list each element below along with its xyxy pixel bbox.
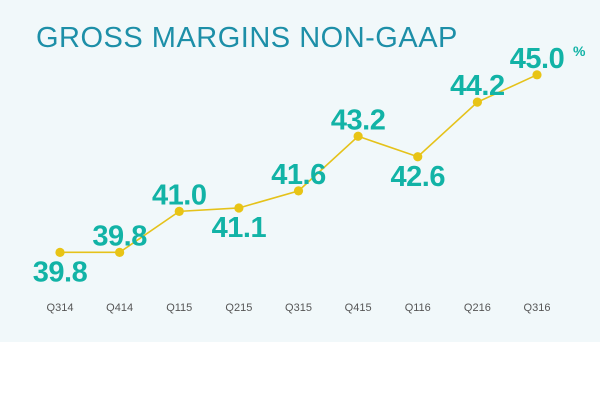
- x-tick-label: Q415: [345, 302, 372, 314]
- data-point: [55, 247, 65, 257]
- percent-unit-label: %: [573, 43, 586, 59]
- data-label: 39.8: [33, 256, 88, 288]
- x-tick-label: Q216: [464, 302, 491, 314]
- data-label: 41.6: [271, 159, 326, 191]
- data-label: 45.0: [510, 43, 564, 75]
- data-point: [353, 131, 363, 141]
- data-point: [472, 97, 482, 107]
- data-label: 39.8: [92, 220, 147, 252]
- data-label: 41.0: [152, 179, 206, 211]
- data-point: [234, 203, 244, 213]
- data-point: [293, 186, 304, 196]
- chart-title: GROSS MARGINS NON-GAAP: [36, 22, 458, 54]
- x-tick-label: Q116: [405, 302, 431, 314]
- x-tick-label: Q215: [225, 302, 252, 314]
- chart-panel: [0, 0, 600, 342]
- x-tick-label: Q115: [166, 302, 192, 314]
- x-tick-label: Q316: [524, 302, 551, 314]
- x-tick-label: Q315: [285, 302, 312, 314]
- data-label: 41.1: [212, 212, 267, 244]
- x-tick-label: Q314: [47, 302, 74, 314]
- data-point: [174, 206, 184, 216]
- data-point: [413, 152, 423, 162]
- data-label: 43.2: [331, 104, 385, 136]
- data-label: 44.2: [450, 70, 504, 102]
- data-label: 42.6: [391, 161, 446, 193]
- data-point: [115, 247, 125, 257]
- data-point: [532, 70, 542, 80]
- x-tick-label: Q414: [106, 302, 133, 314]
